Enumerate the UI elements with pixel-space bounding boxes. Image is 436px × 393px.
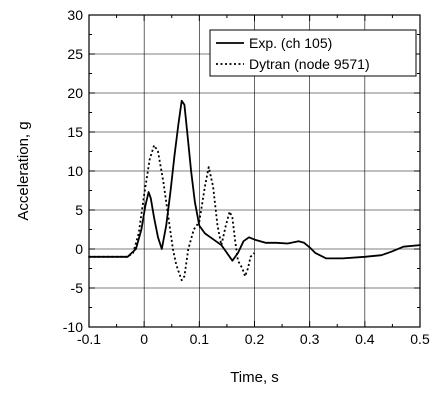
x-tick-label: 0.1 [190, 331, 210, 347]
y-tick-label: 0 [75, 241, 83, 257]
tick-labels: -0.1 0 0.1 0.2 0.3 0.4 0.5 -10 -5 0 5 10 15 20 25 30 [63, 7, 430, 347]
y-axis-label: Acceleration, g [15, 121, 32, 220]
x-tick-label: 0 [140, 331, 148, 347]
y-tick-label: 25 [67, 46, 83, 62]
series-layer [88, 99, 421, 282]
ticks [88, 14, 421, 328]
y-tick-label: 5 [75, 202, 83, 218]
series-line-dytran [89, 144, 256, 282]
legend-label-dytran: Dytran (node 9571) [249, 56, 370, 72]
x-tick-label: -0.1 [77, 331, 101, 347]
y-tick-label: -10 [63, 319, 83, 335]
series-line-exp [88, 99, 421, 262]
x-tick-label: 0.4 [355, 331, 375, 347]
legend-label-exp: Exp. (ch 105) [249, 35, 332, 51]
x-tick-label: 0.2 [245, 331, 265, 347]
y-tick-label: 15 [67, 124, 83, 140]
y-tick-label: 20 [67, 85, 83, 101]
x-axis-label: Time, s [230, 369, 279, 386]
x-tick-label: 0.3 [300, 331, 320, 347]
legend: Exp. (ch 105) Dytran (node 9571) [209, 29, 417, 77]
legend-box [209, 29, 417, 77]
x-tick-label: 0.5 [410, 331, 430, 347]
y-tick-label: -5 [71, 280, 84, 296]
y-tick-label: 30 [67, 7, 83, 23]
y-tick-label: 10 [67, 163, 83, 179]
